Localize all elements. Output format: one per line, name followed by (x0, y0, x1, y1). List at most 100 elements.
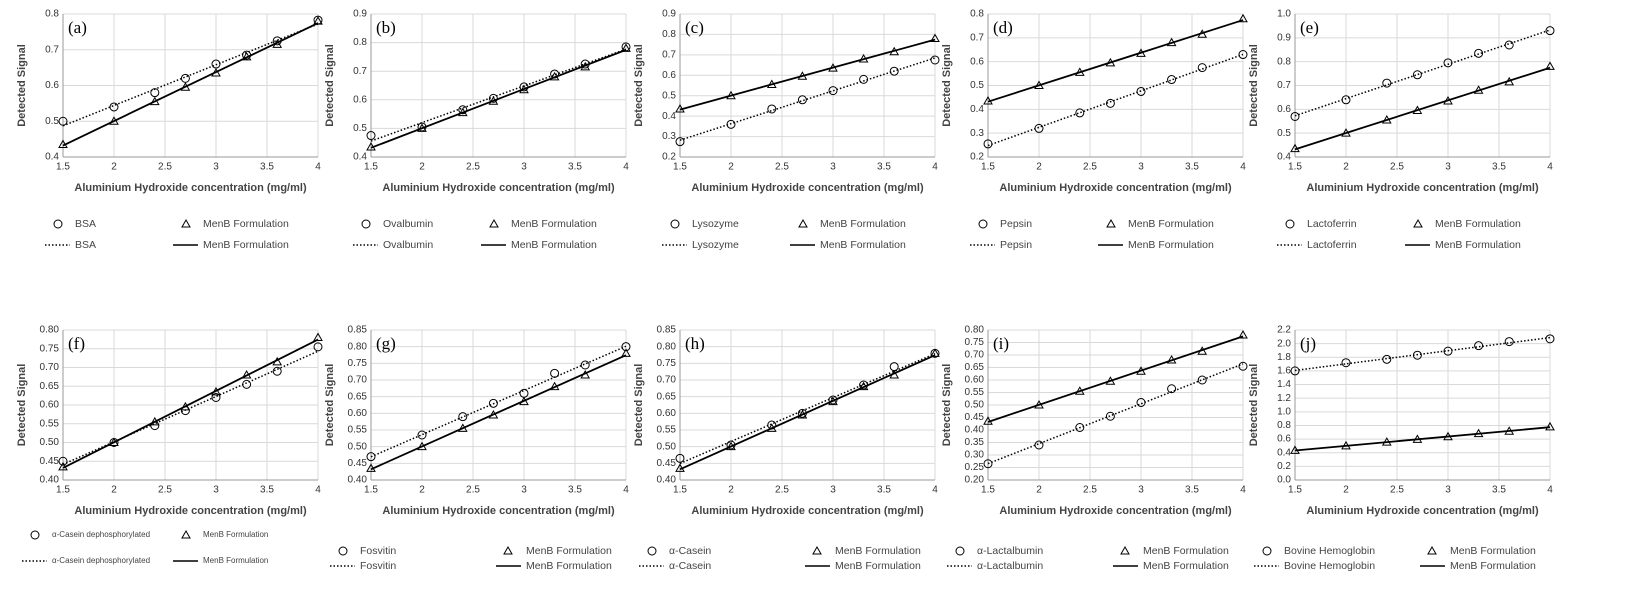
legend-label: MenB Formulation (203, 530, 268, 539)
x-tick-label: 3.5 (1492, 162, 1506, 173)
legend-label: Pepsin (1000, 239, 1032, 251)
x-tick-label: 2.5 (466, 485, 480, 496)
marker (1443, 58, 1453, 68)
y-axis-label: Detected Signal (1248, 44, 1260, 127)
marker (983, 459, 993, 469)
marker (1074, 386, 1085, 395)
trendline (987, 363, 1244, 465)
legend-label: MenB Formulation (526, 560, 612, 572)
marker (458, 105, 468, 115)
marker (889, 46, 900, 56)
x-tick-label: 2.5 (775, 162, 789, 173)
panel-label: (a) (68, 18, 87, 37)
marker (53, 219, 63, 229)
y-tick-label: 0.4 (45, 152, 59, 163)
y-tick-label: 0.6 (662, 70, 676, 81)
x-tick-label: 2.5 (158, 485, 172, 496)
marker (797, 71, 808, 80)
y-tick-label: 0.40 (348, 475, 368, 486)
y-tick-label: 0.4 (1277, 152, 1291, 163)
marker (766, 79, 777, 88)
x-tick-label: 2.5 (1083, 485, 1097, 496)
marker (983, 95, 993, 105)
marker (889, 362, 899, 372)
y-tick-label: 0.80 (40, 325, 60, 336)
y-tick-label: 0.70 (348, 375, 368, 386)
marker (180, 82, 191, 91)
y-tick-label: 0.65 (348, 391, 368, 402)
y-axis-label: Detected Signal (16, 44, 28, 127)
y-axis-label: Detected Signal (941, 44, 953, 127)
x-tick-label: 4 (932, 485, 938, 496)
y-tick-label: 0.60 (657, 408, 677, 419)
marker (1136, 398, 1146, 407)
marker (798, 218, 808, 228)
y-tick-label: 0.2 (662, 152, 676, 163)
y-tick-label: 0.3 (970, 128, 984, 139)
x-tick-label: 1.5 (673, 162, 687, 173)
marker (859, 74, 869, 84)
y-tick-label: 0.5 (353, 123, 367, 134)
marker (930, 33, 940, 43)
marker (621, 43, 631, 52)
y-tick-label: 0.5 (662, 90, 676, 101)
marker (1105, 57, 1116, 67)
marker (1382, 354, 1392, 364)
y-tick-label: 2.0 (1277, 338, 1291, 349)
marker (242, 379, 252, 389)
legend-label: MenB Formulation (1450, 560, 1536, 572)
marker (149, 416, 160, 426)
marker (1427, 545, 1437, 555)
y-tick-label: 0.55 (657, 425, 677, 436)
x-tick-label: 3 (213, 162, 219, 173)
marker (858, 381, 869, 391)
legend-label: MenB Formulation (511, 239, 597, 251)
legend-label: α-Lactalbumin (977, 545, 1043, 557)
legend-label: MenB Formulation (1143, 560, 1229, 572)
marker (549, 381, 560, 391)
x-tick-label: 3.5 (260, 485, 274, 496)
x-tick-label: 2 (728, 162, 734, 173)
y-tick-label: 0.20 (965, 475, 985, 486)
marker (828, 86, 838, 96)
marker (1075, 108, 1085, 118)
y-tick-label: 0.70 (657, 375, 677, 386)
y-tick-label: 1.0 (1277, 9, 1291, 20)
marker (889, 66, 899, 76)
marker (983, 139, 993, 149)
x-tick-label: 3 (521, 485, 527, 496)
marker (1381, 437, 1392, 446)
legend-label: α-Casein dephosphorylated (52, 556, 150, 565)
panel-label: (c) (685, 18, 704, 37)
x-tick-label: 4 (623, 162, 629, 173)
x-tick-label: 4 (315, 485, 321, 496)
y-tick-label: 0.60 (40, 400, 60, 411)
y-tick-label: 0.45 (657, 458, 677, 469)
marker (1413, 218, 1423, 228)
legend-label: α-Casein (669, 545, 711, 557)
marker (1197, 375, 1207, 385)
marker (1545, 421, 1555, 431)
y-tick-label: 0.6 (45, 80, 59, 91)
x-tick-label: 3.5 (568, 485, 582, 496)
x-tick-label: 1.5 (981, 485, 995, 496)
y-axis-label: Detected Signal (633, 364, 645, 447)
y-tick-label: 0.65 (965, 362, 985, 373)
legend-label: MenB Formulation (1143, 545, 1229, 557)
marker (1504, 426, 1515, 435)
x-tick-label: 2 (728, 485, 734, 496)
legend-label: MenB Formulation (820, 218, 906, 230)
y-tick-label: 0.45 (348, 458, 368, 469)
x-axis-label: Aluminium Hydroxide concentration (mg/ml… (691, 182, 924, 194)
x-tick-label: 3 (1445, 162, 1451, 173)
y-axis-label: Detected Signal (324, 44, 336, 127)
marker (366, 463, 376, 472)
y-tick-label: 1.6 (1277, 366, 1291, 377)
x-axis-label: Aluminium Hydroxide concentration (mg/ml… (999, 505, 1232, 517)
y-tick-label: 0.5 (1277, 128, 1291, 139)
marker (313, 342, 323, 352)
x-tick-label: 4 (1547, 485, 1553, 496)
marker (670, 219, 680, 229)
y-tick-label: 0.0 (1277, 475, 1291, 486)
